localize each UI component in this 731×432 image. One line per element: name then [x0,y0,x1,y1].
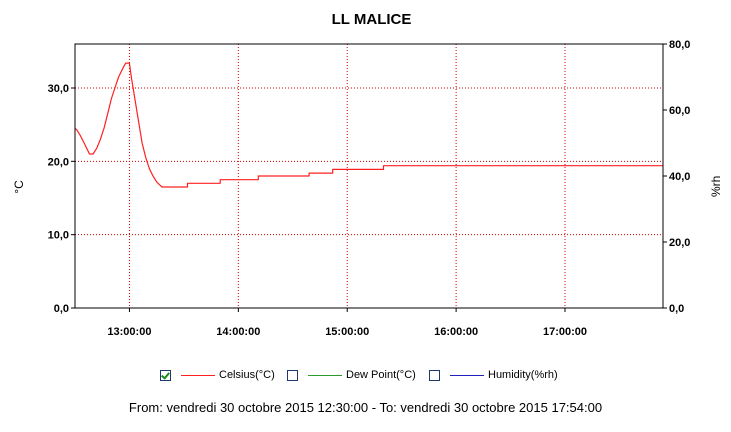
x-tick-label: 14:00:00 [216,326,260,338]
legend-swatch-humidity [450,374,484,376]
series-line-celsiusc [74,62,663,188]
y-left-tick-label: 10,0 [48,230,69,242]
date-range-footer: From: vendredi 30 octobre 2015 12:30:00 … [128,400,603,415]
y-left-tick-label: 30,0 [48,83,69,95]
y-right-tick-label: 40,0 [669,171,690,183]
y-left-tick-label: 0,0 [54,303,69,315]
legend-item-humidity[interactable]: Humidity(%rh) [429,367,558,383]
y-right-tick-label: 20,0 [669,237,690,249]
y-left-tick-label: 20,0 [48,156,69,168]
plot-frame [74,43,664,309]
x-tick-label: 17:00:00 [543,326,587,338]
humidity-checkbox[interactable] [429,369,440,381]
y-right-tick-label: 0,0 [669,303,684,315]
x-tick-label: 13:00:00 [107,326,151,338]
legend-label-dew-point: Dew Point(°C) [346,369,416,381]
y-right-tick-label: 80,0 [669,39,690,51]
celsius-checkbox[interactable] [160,369,171,381]
y-right-tick-label: 60,0 [669,105,690,117]
legend-label-humidity: Humidity(%rh) [488,369,558,381]
chart-plot: 13:00:00 14:00:00 15:00:00 16:00:00 17:00:00… [48,39,691,338]
dew-point-checkbox[interactable] [287,369,298,381]
legend-label-celsius: Celsius(°C) [219,369,275,381]
legend-swatch-celsius [181,374,215,376]
legend-swatch-dew-point [308,374,342,376]
legend: Celsius(°C) Dew Point(°C) Humidity(%rh) [0,367,731,383]
x-tick-label: 16:00:00 [434,326,478,338]
legend-item-dew-point[interactable]: Dew Point(°C) [287,367,416,383]
chart-title: LL MALICE [331,11,412,28]
x-tick-label: 15:00:00 [325,326,369,338]
legend-item-celsius[interactable]: Celsius(°C) [160,367,275,383]
plot-area [75,44,663,308]
